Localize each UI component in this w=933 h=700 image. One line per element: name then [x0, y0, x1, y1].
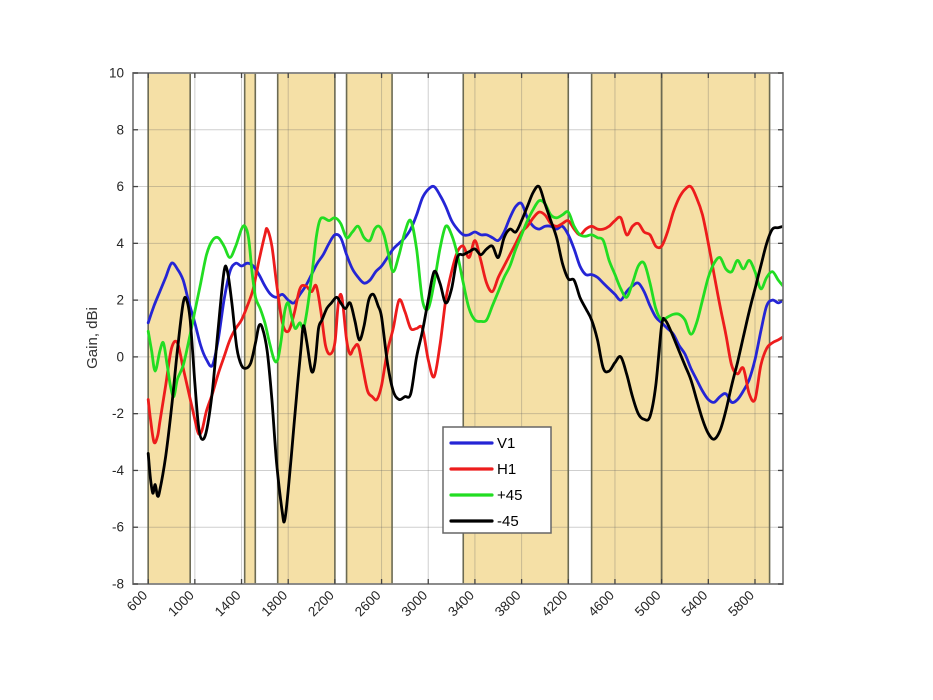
axes-frame: [132, 72, 784, 585]
band-region: [346, 73, 393, 584]
x-tick-label: 1000: [165, 588, 197, 620]
legend-label: H1: [497, 461, 516, 478]
data-series: [146, 184, 783, 524]
legend-item-plus45: +45: [449, 487, 522, 504]
band-edge-lines: [147, 73, 771, 584]
legend-item-V1: V1: [449, 435, 515, 452]
legend-item-minus45: -45: [449, 513, 519, 530]
series-line-V1: [146, 184, 783, 404]
x-tick-label: 4200: [539, 588, 571, 620]
y-tick-label: -2: [112, 406, 124, 421]
y-tick-label: 10: [109, 66, 124, 81]
y-tick-label: -4: [112, 463, 124, 478]
y-tick-label: -6: [112, 520, 124, 535]
x-tick-label: 3000: [399, 588, 431, 620]
band-region: [591, 73, 662, 584]
series-line-H1: [146, 184, 783, 445]
y-tick-label: -8: [112, 577, 124, 592]
y-tick-label: 0: [116, 349, 124, 364]
x-tick-label: 2600: [352, 588, 384, 620]
x-tick-label: 1400: [212, 588, 244, 620]
band-region: [244, 73, 256, 584]
y-tick-label: 6: [116, 179, 124, 194]
legend-box: [442, 426, 552, 534]
x-tick-label: 600: [124, 588, 151, 615]
tick-marks: [133, 72, 783, 585]
x-tick-label: 5000: [632, 588, 664, 620]
series-line-minus45: [146, 184, 783, 524]
series-line-plus45: [146, 199, 783, 399]
x-tick-label: 2200: [305, 588, 337, 620]
x-axis-tick-labels: 600 1000 1400 1800 2200 2600 3000 3400 3800 4200 4…: [124, 588, 757, 620]
band-region: [148, 73, 191, 584]
legend-label: +45: [497, 487, 522, 504]
x-tick-label: 5800: [725, 588, 757, 620]
x-tick-label: 5400: [679, 588, 711, 620]
y-tick-label: 4: [116, 236, 124, 251]
y-axis-label: Gain, dBi: [84, 307, 101, 369]
band-region: [661, 73, 770, 584]
legend-label: V1: [497, 435, 515, 452]
legend: V1 H1 +45 -45: [442, 426, 552, 534]
y-tick-label: 8: [116, 122, 124, 137]
x-tick-label: 4600: [585, 588, 617, 620]
x-tick-label: 3800: [492, 588, 524, 620]
y-tick-label: 2: [116, 293, 124, 308]
x-tick-label: 1800: [258, 588, 290, 620]
y-axis-tick-labels: -8 -6 -4 -2 0 2 4 6 8 10: [109, 66, 125, 592]
legend-item-H1: H1: [449, 461, 516, 478]
x-tick-label: 3400: [445, 588, 477, 620]
legend-label: -45: [497, 513, 519, 530]
